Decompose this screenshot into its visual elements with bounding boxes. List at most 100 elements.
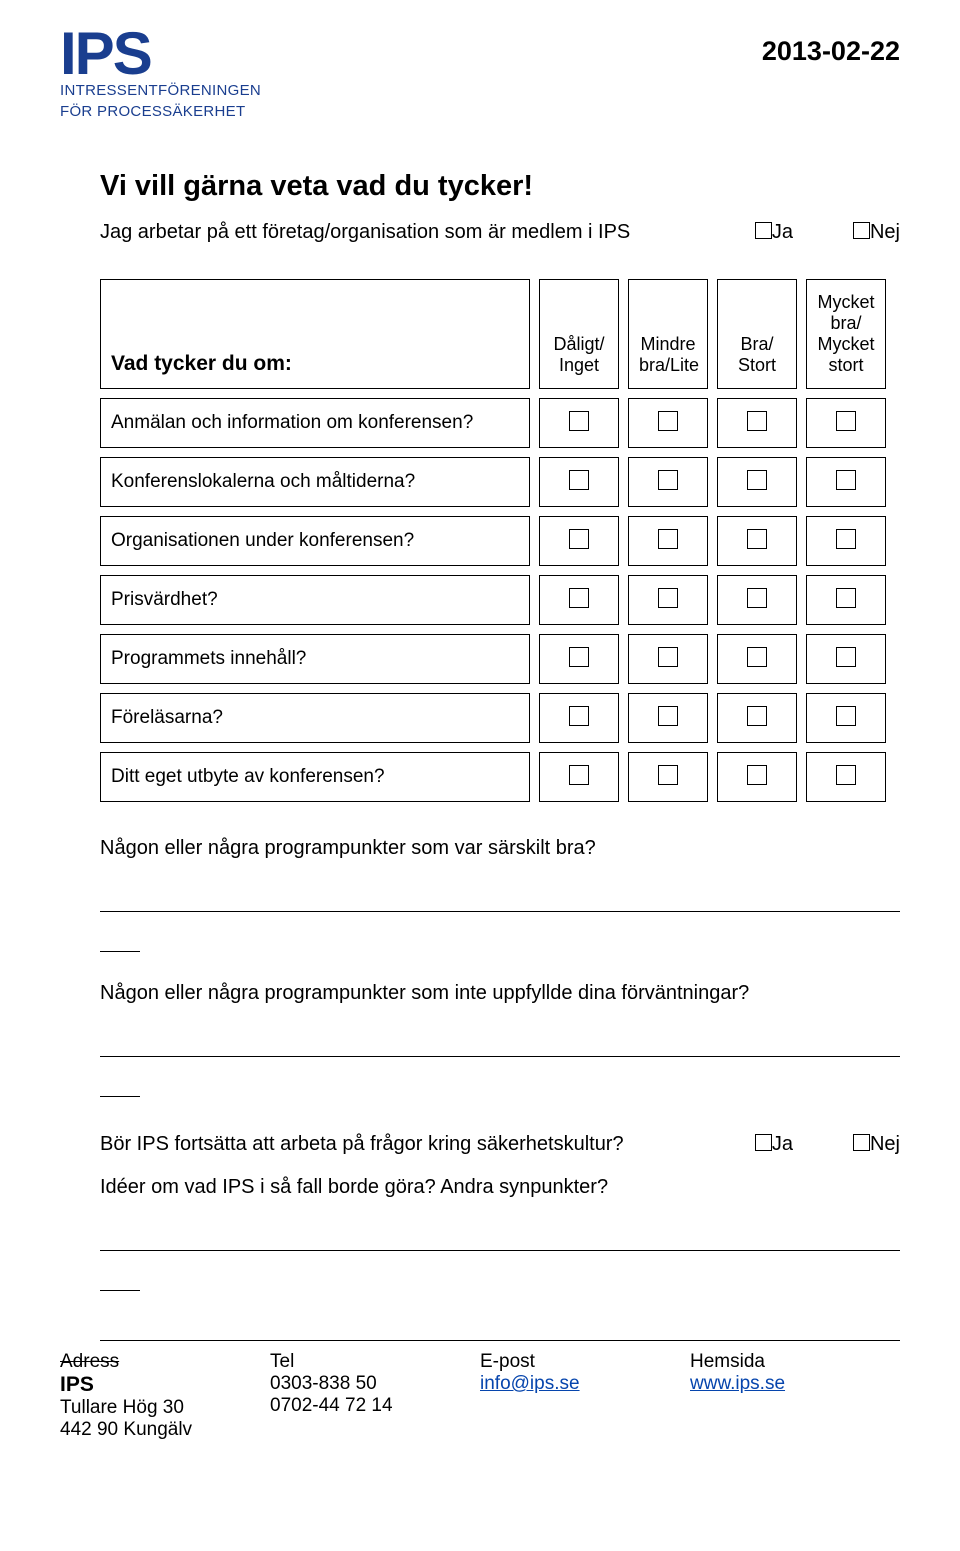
rating-row: Programmets innehåll? xyxy=(100,634,886,684)
rating-checkbox-cell[interactable] xyxy=(539,634,619,684)
rating-header-col4: Mycket bra/ Mycket stort xyxy=(806,279,886,389)
rating-header-row: Vad tycker du om: Dåligt/ Inget Mindre b… xyxy=(100,279,886,389)
rating-checkbox-cell[interactable] xyxy=(628,575,708,625)
checkbox-icon[interactable] xyxy=(658,588,678,608)
rating-checkbox-cell[interactable] xyxy=(806,634,886,684)
rating-question: Programmets innehåll? xyxy=(100,634,530,684)
checkbox-icon[interactable] xyxy=(569,470,589,490)
rating-checkbox-cell[interactable] xyxy=(539,752,619,802)
rating-checkbox-cell[interactable] xyxy=(717,634,797,684)
header: I PS INTRESSENTFÖRENINGEN FÖR PROCESSÄKE… xyxy=(60,30,900,120)
rating-checkbox-cell[interactable] xyxy=(628,634,708,684)
checkbox-icon[interactable] xyxy=(755,222,772,239)
checkbox-icon[interactable] xyxy=(853,222,870,239)
checkbox-icon[interactable] xyxy=(658,647,678,667)
answer-line-short[interactable] xyxy=(100,926,140,952)
free-question-1: Någon eller några programpunkter som var… xyxy=(100,837,900,860)
footer-tel-1: 0303-838 50 xyxy=(270,1373,480,1395)
answer-line[interactable] xyxy=(100,1315,900,1341)
checkbox-icon[interactable] xyxy=(569,765,589,785)
answer-line[interactable] xyxy=(100,1031,900,1057)
rating-checkbox-cell[interactable] xyxy=(539,457,619,507)
checkbox-icon[interactable] xyxy=(569,588,589,608)
member-no-option[interactable]: Nej xyxy=(853,221,900,244)
checkbox-icon[interactable] xyxy=(747,470,767,490)
continue-yes-option[interactable]: Ja xyxy=(755,1133,793,1156)
org-name-line2: FÖR PROCESSÄKERHET xyxy=(60,103,261,120)
checkbox-icon[interactable] xyxy=(658,706,678,726)
checkbox-icon[interactable] xyxy=(836,706,856,726)
rating-row: Konferenslokalerna och måltiderna? xyxy=(100,457,886,507)
rating-checkbox-cell[interactable] xyxy=(717,516,797,566)
rating-question: Prisvärdhet? xyxy=(100,575,530,625)
checkbox-icon[interactable] xyxy=(569,647,589,667)
page: I PS INTRESSENTFÖRENINGEN FÖR PROCESSÄKE… xyxy=(0,0,960,1481)
rating-row: Organisationen under konferensen? xyxy=(100,516,886,566)
rating-row: Föreläsarna? xyxy=(100,693,886,743)
rating-checkbox-cell[interactable] xyxy=(539,575,619,625)
document-date: 2013-02-22 xyxy=(762,36,900,67)
checkbox-icon[interactable] xyxy=(569,411,589,431)
checkbox-icon[interactable] xyxy=(658,529,678,549)
checkbox-icon[interactable] xyxy=(747,765,767,785)
rating-checkbox-cell[interactable] xyxy=(806,457,886,507)
rating-checkbox-cell[interactable] xyxy=(806,516,886,566)
footer-tel-head: Tel xyxy=(270,1351,480,1373)
checkbox-icon[interactable] xyxy=(836,529,856,549)
checkbox-icon[interactable] xyxy=(836,765,856,785)
footer-email-link[interactable]: info@ips.se xyxy=(480,1373,580,1394)
footer: Adress IPS Tullare Hög 30 442 90 Kungälv… xyxy=(60,1351,900,1441)
logo-letter-i: I xyxy=(60,30,75,78)
member-no-label: Nej xyxy=(870,221,900,243)
checkbox-icon[interactable] xyxy=(569,706,589,726)
checkbox-icon[interactable] xyxy=(747,647,767,667)
rating-checkbox-cell[interactable] xyxy=(806,693,886,743)
checkbox-icon[interactable] xyxy=(836,588,856,608)
checkbox-icon[interactable] xyxy=(836,411,856,431)
rating-checkbox-cell[interactable] xyxy=(717,457,797,507)
answer-line[interactable] xyxy=(100,1225,900,1251)
answer-line-short[interactable] xyxy=(100,1265,140,1291)
rating-checkbox-cell[interactable] xyxy=(717,398,797,448)
rating-checkbox-cell[interactable] xyxy=(628,693,708,743)
answer-line-short[interactable] xyxy=(100,1071,140,1097)
footer-web-link[interactable]: www.ips.se xyxy=(690,1373,785,1394)
rating-checkbox-cell[interactable] xyxy=(539,516,619,566)
rating-checkbox-cell[interactable] xyxy=(806,398,886,448)
rating-checkbox-cell[interactable] xyxy=(539,693,619,743)
checkbox-icon[interactable] xyxy=(755,1134,772,1151)
page-title: Vi vill gärna veta vad du tycker! xyxy=(100,170,900,203)
rating-row: Prisvärdhet? xyxy=(100,575,886,625)
checkbox-icon[interactable] xyxy=(747,411,767,431)
rating-checkbox-cell[interactable] xyxy=(628,398,708,448)
rating-checkbox-cell[interactable] xyxy=(628,457,708,507)
rating-checkbox-cell[interactable] xyxy=(539,398,619,448)
free-question-2: Någon eller några programpunkter som int… xyxy=(100,982,900,1005)
member-question-text: Jag arbetar på ett företag/organisation … xyxy=(100,221,630,244)
rating-checkbox-cell[interactable] xyxy=(806,752,886,802)
rating-checkbox-cell[interactable] xyxy=(628,516,708,566)
org-name-line1: INTRESSENTFÖRENINGEN xyxy=(60,82,261,99)
continue-no-option[interactable]: Nej xyxy=(853,1133,900,1156)
member-yes-option[interactable]: Ja xyxy=(755,221,793,244)
checkbox-icon[interactable] xyxy=(747,529,767,549)
rating-checkbox-cell[interactable] xyxy=(806,575,886,625)
checkbox-icon[interactable] xyxy=(853,1134,870,1151)
footer-address-city: 442 90 Kungälv xyxy=(60,1419,270,1441)
rating-checkbox-cell[interactable] xyxy=(717,693,797,743)
checkbox-icon[interactable] xyxy=(569,529,589,549)
rating-checkbox-cell[interactable] xyxy=(717,575,797,625)
rating-question: Ditt eget utbyte av konferensen? xyxy=(100,752,530,802)
answer-line[interactable] xyxy=(100,886,900,912)
checkbox-icon[interactable] xyxy=(747,588,767,608)
checkbox-icon[interactable] xyxy=(836,470,856,490)
checkbox-icon[interactable] xyxy=(836,647,856,667)
checkbox-icon[interactable] xyxy=(658,411,678,431)
rating-checkbox-cell[interactable] xyxy=(628,752,708,802)
rating-row: Ditt eget utbyte av konferensen? xyxy=(100,752,886,802)
rating-checkbox-cell[interactable] xyxy=(717,752,797,802)
checkbox-icon[interactable] xyxy=(658,765,678,785)
footer-tel-2: 0702-44 72 14 xyxy=(270,1395,480,1417)
checkbox-icon[interactable] xyxy=(658,470,678,490)
checkbox-icon[interactable] xyxy=(747,706,767,726)
